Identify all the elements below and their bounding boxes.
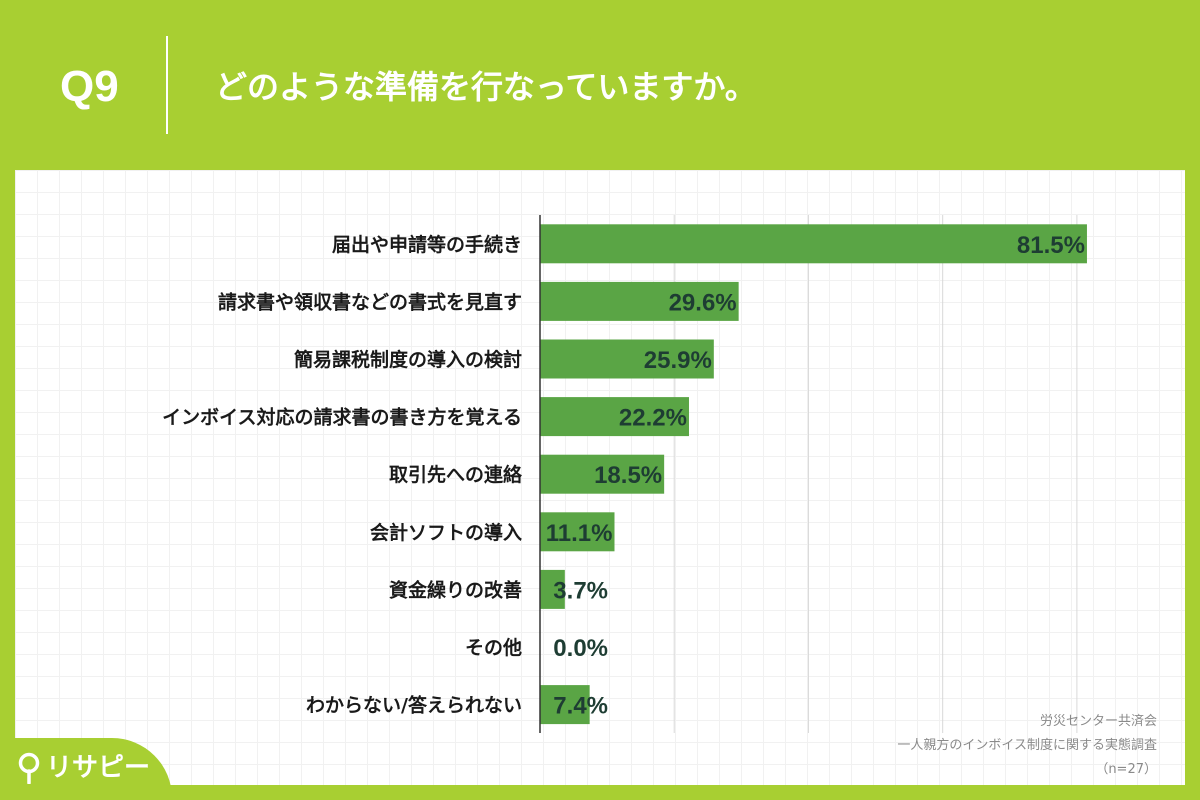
value-label: 0.0%: [553, 635, 608, 662]
category-label: 請求書や領収書などの書式を見直す: [218, 290, 522, 313]
header: Q9 どのような準備を行なっていますか。: [0, 0, 1200, 170]
bar: [540, 224, 1087, 264]
question-number: Q9: [60, 62, 119, 111]
bar: [540, 685, 590, 725]
category-label: 会計ソフトの導入: [370, 521, 522, 544]
sample-size: （n=27）: [1095, 762, 1157, 777]
category-label: 取引先への連絡: [389, 463, 523, 486]
bar: [540, 569, 565, 609]
value-label: 11.1%: [546, 520, 613, 547]
category-label: わからない/答えられない: [306, 694, 522, 717]
value-label: 81.5%: [1017, 232, 1085, 259]
category-label: その他: [465, 636, 522, 659]
chart-panel: 届出や申請等の手続き 81.5% 請求書や領収書などの書式を見直す 29.6% 簡易課税…: [15, 170, 1185, 785]
category-label: インボイス対応の請求書の書き方を覚える: [162, 406, 522, 429]
logo-text: リサピー: [46, 753, 151, 783]
survey-title: 一人親方のインボイス制度に関する実態調査: [897, 738, 1157, 753]
value-label: 18.5%: [594, 462, 662, 489]
value-label: 29.6%: [669, 289, 737, 316]
bar-chart: 届出や申請等の手続き 81.5% 請求書や領収書などの書式を見直す 29.6% 簡易課税…: [162, 215, 1087, 733]
bar: [540, 339, 714, 379]
category-label: 簡易課税制度の導入の検討: [294, 348, 522, 371]
value-label: 22.2%: [619, 405, 687, 432]
bar: [540, 281, 739, 321]
bar: [540, 397, 689, 437]
bar: [540, 454, 665, 494]
value-label: 25.9%: [644, 347, 712, 374]
question-text: どのような準備を行なっていますか。: [215, 68, 757, 106]
map-pin-icon: [18, 752, 40, 784]
source-org: 労災センター共済会: [1039, 714, 1157, 729]
category-label: 届出や申請等の手続き: [332, 233, 522, 256]
logo-tab: [0, 738, 172, 800]
header-divider: [166, 36, 168, 134]
category-label: 資金繰りの改善: [389, 578, 522, 601]
value-label: 7.4%: [553, 693, 608, 720]
bar: [540, 512, 615, 552]
value-label: 3.7%: [553, 577, 608, 604]
